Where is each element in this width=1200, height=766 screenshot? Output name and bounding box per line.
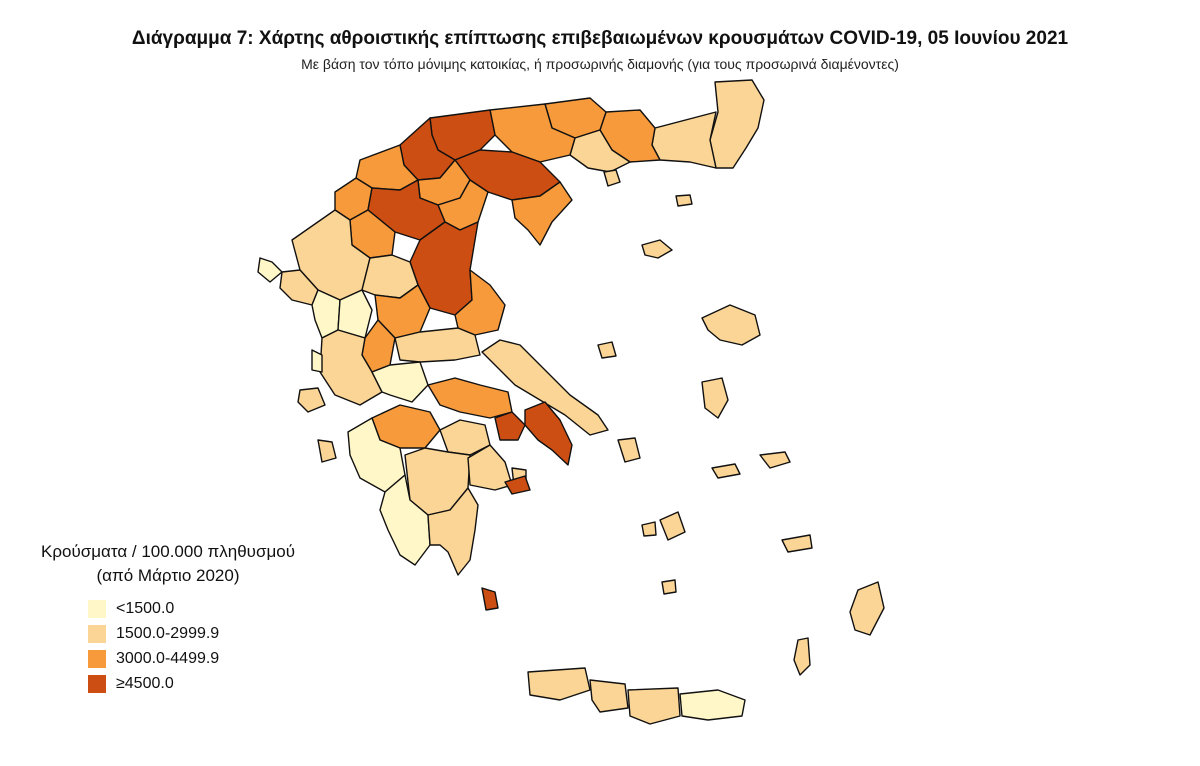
region-attica-west <box>494 411 526 441</box>
region-kos <box>781 534 813 553</box>
legend-item: <1500.0 <box>88 596 338 621</box>
region-chania <box>527 667 591 701</box>
legend-label: ≥4500.0 <box>116 674 174 692</box>
region-spetses <box>504 475 531 495</box>
region-chios <box>701 377 729 419</box>
legend-swatch <box>88 674 106 693</box>
region-limnos <box>641 239 673 259</box>
region-lefkada <box>311 349 323 373</box>
region-viotia <box>427 377 513 419</box>
legend-items: <1500.0 1500.0-2999.9 3000.0-4499.9 ≥450… <box>88 596 338 696</box>
region-lakonia <box>427 487 479 576</box>
region-evros <box>709 79 765 169</box>
map-title: Διάγραμμα 7: Χάρτης αθροιστικής επίπτωση… <box>131 28 1069 49</box>
region-kavala <box>569 129 631 173</box>
region-rodopi <box>651 111 717 169</box>
legend-label: 3000.0-4499.9 <box>116 649 220 667</box>
region-rodos <box>849 581 885 636</box>
legend-label: <1500.0 <box>116 599 175 617</box>
region-magnesia <box>454 269 506 336</box>
legend-label: 1500.0-2999.9 <box>116 624 220 642</box>
map-subtitle: Με βάση τον τόπο μόνιμης κατοικίας, ή πρ… <box>301 56 899 72</box>
region-zakynthos <box>317 439 337 463</box>
region-skyros <box>597 341 617 359</box>
region-irakleio <box>627 687 681 725</box>
legend-item: 3000.0-4499.9 <box>88 646 338 671</box>
region-kythira <box>481 587 499 611</box>
region-karpathos <box>793 637 811 676</box>
region-kerkyra <box>257 257 283 283</box>
region-attica <box>524 401 573 466</box>
region-paros <box>641 521 657 537</box>
region-andros <box>617 437 641 463</box>
region-samos <box>759 451 791 469</box>
region-kefalonia <box>297 387 326 413</box>
legend-swatch <box>88 624 106 643</box>
region-arta <box>337 289 373 339</box>
region-fokida <box>371 361 429 403</box>
region-fthiotida <box>394 327 481 363</box>
region-chalkidiki <box>511 181 573 246</box>
region-samothraki <box>675 194 693 207</box>
legend: Κρούσματα / 100.000 πληθυσμού (από Μάρτι… <box>8 540 338 696</box>
legend-title: Κρούσματα / 100.000 πληθυσμού (από Μάρτι… <box>8 540 328 588</box>
region-ikaria <box>711 463 741 479</box>
region-naxos <box>659 511 686 541</box>
legend-title-line2: (από Μάρτιο 2020) <box>96 566 240 585</box>
region-thasos <box>603 169 621 187</box>
region-lasithi <box>679 689 746 721</box>
legend-swatch <box>88 599 106 618</box>
legend-title-line1: Κρούσματα / 100.000 πληθυσμού <box>41 542 295 561</box>
region-lesvos <box>701 304 761 346</box>
region-rethymno <box>589 679 629 713</box>
region-santorini <box>661 579 677 595</box>
legend-item: 1500.0-2999.9 <box>88 621 338 646</box>
legend-swatch <box>88 649 106 668</box>
region-serres <box>489 103 576 163</box>
legend-item: ≥4500.0 <box>88 671 338 696</box>
region-evia <box>481 339 609 436</box>
region-messinia <box>379 474 431 566</box>
